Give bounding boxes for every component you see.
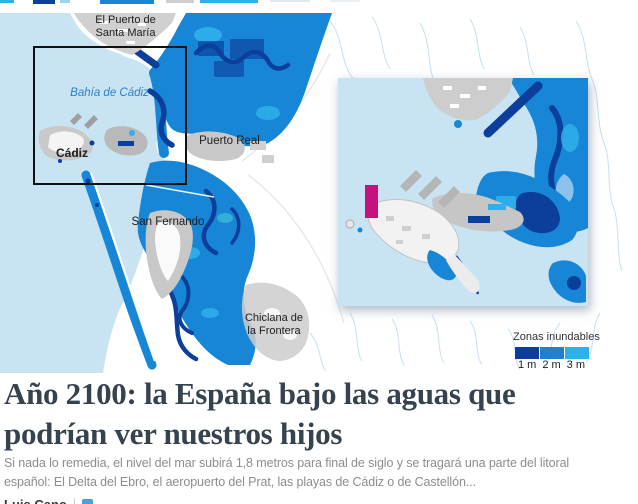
map-fragment [330, 0, 360, 2]
byline-divider [73, 498, 75, 504]
inset-map-cadiz-detail [338, 78, 588, 306]
legend-label-1m: 1 m [517, 359, 537, 371]
legend-labels: 1 m 2 m 3 m [515, 359, 588, 371]
inset-extent-rectangle [33, 46, 187, 185]
urban-el-puerto [74, 13, 176, 55]
map-fragment [100, 0, 154, 4]
urban-san-fernando [145, 210, 193, 299]
map-fragment [270, 0, 310, 2]
flood-legend: Zonas inundables 1 m 2 m 3 m [511, 331, 611, 371]
twitter-icon[interactable] [81, 499, 93, 504]
trocadero-channel [147, 88, 175, 148]
flood-zone-north [150, 13, 332, 147]
map-fragment [200, 0, 258, 3]
urban-puerto-real [185, 131, 274, 163]
label-cadiz: Cádiz [55, 146, 88, 160]
label-bahia-de-cadiz: Bahía de Cádiz [70, 87, 149, 99]
author-link[interactable]: Luis Cano [4, 497, 67, 504]
inset-urban-cadiz [345, 170, 480, 295]
urban-cadiz [38, 113, 98, 163]
beach-flood-strip [81, 170, 157, 370]
legend-swatch-1m [515, 347, 539, 359]
cropped-map-strip [0, 0, 638, 5]
inset-urban-north [423, 78, 513, 128]
map-fragment [0, 0, 14, 3]
label-san-fernando: San Fernando [131, 216, 205, 228]
map-fragment [60, 0, 70, 3]
article-standfirst: Si nada lo remedia, el nivel del mar sub… [4, 454, 638, 492]
legend-label-3m: 3 m [566, 359, 585, 371]
map-fragment [33, 0, 55, 4]
inset-river-channel [483, 81, 543, 138]
map-fragment [166, 0, 194, 3]
inset-urban-trocadero [432, 192, 524, 232]
article-byline: Luis Cano [4, 497, 93, 504]
headline-line-2: podrían ver nuestros hijos [4, 416, 343, 451]
legend-label-2m: 2 m [542, 359, 561, 371]
headline-line-1: Año 2100: la España bajo las aguas que [4, 376, 516, 411]
flood-coast-strip [149, 68, 169, 158]
legend-swatch-3m [565, 347, 589, 359]
label-el-puerto-de-santa-maria: El Puerto de Santa María [95, 14, 156, 39]
label-chiclana: Chiclana de la Frontera [244, 312, 304, 337]
stream-lines [309, 16, 623, 372]
urban-docks [104, 126, 148, 156]
article-headline: Año 2100: la España bajo las aguas que p… [4, 374, 636, 454]
legend-title: Zonas inundables [513, 331, 600, 343]
urban-chiclana [241, 282, 310, 361]
standfirst-line-1: Si nada lo remedia, el nivel del mar sub… [4, 456, 570, 470]
highlight-bar [365, 185, 378, 218]
standfirst-line-2: español: El Delta del Ebro, el aeropuert… [4, 475, 476, 489]
label-puerto-real: Puerto Real [199, 135, 260, 147]
legend-swatches [515, 347, 589, 359]
legend-swatch-2m [540, 347, 564, 359]
